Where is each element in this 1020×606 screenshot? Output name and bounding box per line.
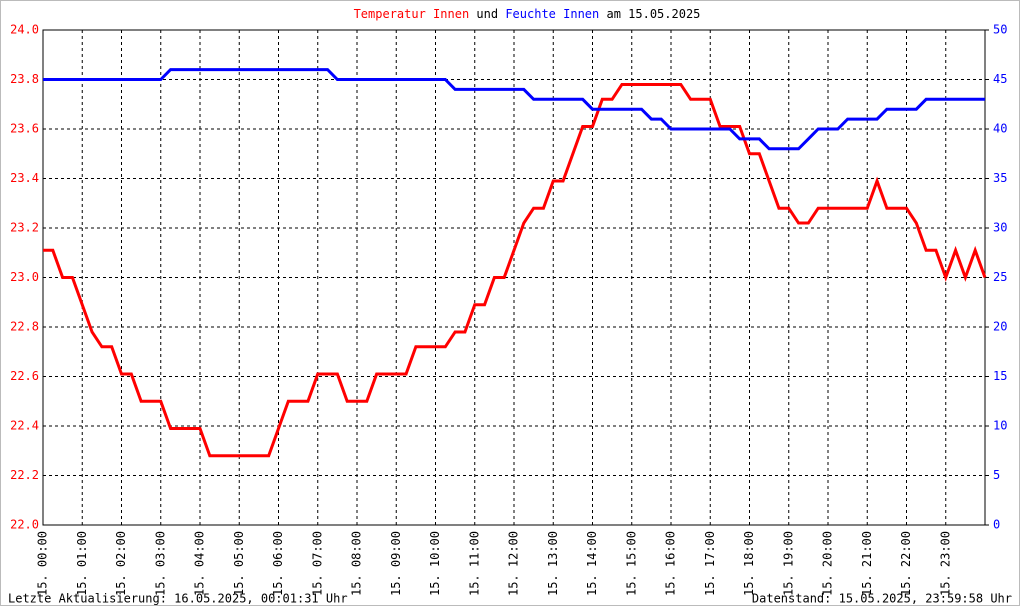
y2-tick-label: 10 [993, 419, 1007, 433]
y-tick-label: 23.2 [10, 221, 39, 235]
footer-left: Letzte Aktualisierung: 16.05.2025, 00:01… [8, 592, 348, 606]
x-tick-label: 15. 18:00 [742, 531, 756, 596]
x-tick-label: 15. 13:00 [546, 531, 560, 596]
x-tick-label: 15. 16:00 [664, 531, 678, 596]
x-tick-label: 15. 22:00 [899, 531, 913, 596]
y-tick-label: 23.6 [10, 122, 39, 136]
x-tick-label: 15. 04:00 [193, 531, 207, 596]
x-tick-label: 15. 14:00 [585, 531, 599, 596]
y2-tick-label: 20 [993, 320, 1007, 334]
x-tick-label: 15. 06:00 [271, 531, 285, 596]
x-tick-label: 15. 12:00 [507, 531, 521, 596]
y-tick-label: 23.8 [10, 72, 39, 86]
y2-tick-label: 45 [993, 72, 1007, 86]
y-tick-label: 22.6 [10, 369, 39, 383]
y2-tick-label: 40 [993, 122, 1007, 136]
y2-tick-label: 30 [993, 221, 1007, 235]
y2-tick-label: 5 [993, 468, 1000, 482]
x-tick-label: 15. 08:00 [350, 531, 364, 596]
chart-title: Temperatur Innen und Feuchte Innen am 15… [354, 7, 701, 21]
y-tick-label: 23.4 [10, 171, 39, 185]
x-tick-label: 15. 19:00 [781, 531, 795, 596]
title-part: und [476, 7, 498, 21]
y2-tick-label: 15 [993, 369, 1007, 383]
series-line [43, 68, 985, 151]
title-part: Temperatur Innen [354, 7, 470, 21]
y-tick-label: 22.4 [10, 419, 39, 433]
y-tick-label: 22.2 [10, 468, 39, 482]
x-tick-label: 15. 09:00 [389, 531, 403, 596]
y-tick-label: 23.0 [10, 270, 39, 284]
y2-tick-label: 0 [993, 518, 1000, 532]
x-tick-label: 15. 10:00 [428, 531, 442, 596]
x-tick-label: 15. 21:00 [860, 531, 874, 596]
y2-tick-label: 35 [993, 171, 1007, 185]
series-line [43, 82, 987, 458]
y2-tick-label: 50 [993, 23, 1007, 37]
footer-right: Datenstand: 15.05.2025, 23:59:58 Uhr [752, 592, 1012, 606]
x-tick-label: 15. 05:00 [232, 531, 246, 596]
y2-tick-label: 25 [993, 270, 1007, 284]
x-tick-label: 15. 20:00 [821, 531, 835, 596]
x-tick-label: 15. 23:00 [938, 531, 952, 596]
y-tick-label: 24.0 [10, 23, 39, 37]
x-tick-label: 15. 03:00 [153, 531, 167, 596]
x-tick-label: 15. 07:00 [310, 531, 324, 596]
x-tick-label: 15. 01:00 [75, 531, 89, 596]
x-tick-label: 15. 00:00 [36, 531, 50, 596]
y-tick-label: 22.8 [10, 320, 39, 334]
title-part: am 15.05.2025 [606, 7, 700, 21]
x-tick-label: 15. 11:00 [467, 531, 481, 596]
x-tick-label: 15. 17:00 [703, 531, 717, 596]
x-tick-label: 15. 15:00 [624, 531, 638, 596]
title-part: Feuchte Innen [505, 7, 599, 21]
y-tick-label: 22.0 [10, 518, 39, 532]
x-tick-label: 15. 02:00 [114, 531, 128, 596]
